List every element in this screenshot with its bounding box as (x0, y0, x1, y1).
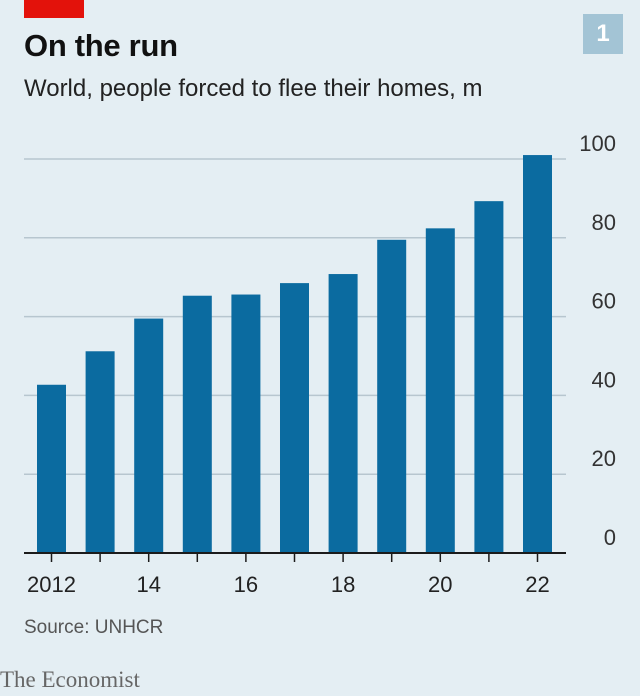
chart-number-badge: 1 (583, 14, 623, 54)
y-tick-label: 20 (592, 446, 616, 471)
chart-title: On the run (24, 28, 178, 63)
y-tick-label: 60 (592, 289, 616, 314)
publisher-logo: The Economist (0, 667, 140, 692)
bar (134, 318, 164, 553)
bar (474, 201, 504, 553)
x-tick-label: 22 (525, 572, 549, 597)
y-tick-label: 80 (592, 210, 616, 235)
source-note: Source: UNHCR (24, 617, 164, 638)
chart-subtitle: World, people forced to flee their homes… (24, 75, 483, 102)
bar (425, 228, 455, 553)
bar (231, 294, 261, 553)
x-tick-label: 20 (428, 572, 452, 597)
x-tick-label: 14 (136, 572, 160, 597)
x-tick-label: 16 (234, 572, 258, 597)
y-tick-label: 40 (592, 367, 616, 392)
brand-accent-bar (24, 0, 84, 18)
x-tick-label: 2012 (27, 572, 76, 597)
bar (182, 295, 212, 553)
bar (37, 384, 66, 553)
bar-chart: 0 20 40 60 80 100 2012 14 16 18 20 22 (24, 131, 616, 597)
x-tick-label: 18 (331, 572, 355, 597)
y-tick-label: 100 (579, 131, 616, 156)
y-tick-label: 0 (604, 525, 616, 550)
bar (280, 283, 309, 553)
bar (85, 351, 115, 553)
bar (377, 239, 407, 553)
bar (523, 155, 552, 553)
bar (328, 274, 358, 553)
